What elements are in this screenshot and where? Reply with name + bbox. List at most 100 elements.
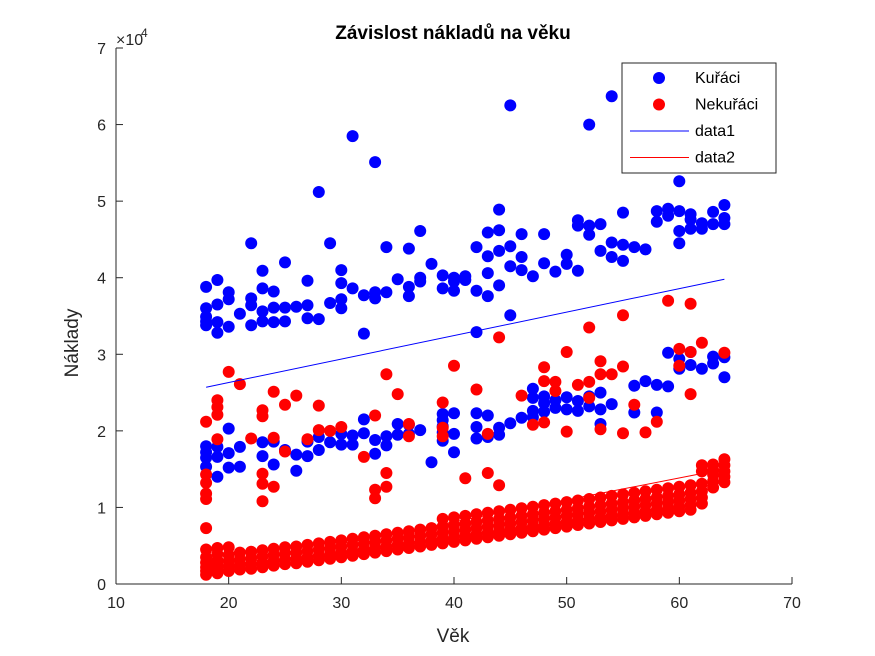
data-point (470, 326, 483, 339)
data-point (335, 277, 348, 290)
data-point (549, 401, 562, 414)
data-point (481, 531, 494, 544)
data-point (346, 429, 359, 442)
data-point (470, 421, 483, 433)
data-point (504, 99, 517, 112)
data-point (200, 568, 213, 581)
data-point (380, 430, 393, 443)
data-point (369, 292, 382, 305)
data-point (200, 415, 213, 428)
data-point (571, 519, 584, 531)
data-point (571, 404, 584, 417)
axes: 10 20 30 40 50 60 70 0 1 2 3 4 5 6 7 (97, 41, 801, 612)
y-tick-label: 3 (97, 347, 106, 364)
data-point (335, 421, 348, 433)
data-point (279, 558, 291, 571)
data-point (369, 447, 382, 460)
data-point (707, 481, 720, 494)
data-point (470, 383, 483, 396)
data-point (707, 357, 720, 370)
data-point (673, 505, 686, 518)
data-point (222, 447, 235, 460)
data-point (662, 506, 675, 519)
data-point (211, 316, 224, 329)
data-point (369, 492, 382, 505)
data-point (583, 228, 596, 241)
data-point (200, 522, 213, 535)
data-point (335, 438, 348, 451)
data-point (391, 543, 404, 556)
data-point (200, 468, 213, 481)
data-point (436, 421, 449, 434)
data-point (267, 385, 280, 398)
data-point (290, 300, 303, 313)
data-point (369, 409, 382, 422)
legend-marker-kuraci (653, 72, 665, 84)
data-point (301, 433, 314, 446)
data-point (707, 205, 720, 218)
data-point (211, 433, 224, 446)
data-point (233, 307, 246, 320)
data-point (267, 301, 280, 314)
data-point (200, 493, 213, 505)
data-point (324, 237, 337, 250)
legend-marker-nekuraci (653, 98, 665, 111)
data-point (470, 284, 483, 297)
data-point (538, 397, 551, 410)
data-point (673, 175, 686, 188)
data-point (222, 565, 235, 577)
y-tick-label: 1 (97, 500, 106, 517)
data-point (605, 368, 618, 381)
data-point (605, 398, 618, 411)
data-point (436, 282, 449, 295)
data-point (312, 554, 325, 567)
data-point (448, 446, 460, 459)
data-point (402, 280, 415, 293)
data-point (290, 557, 303, 570)
data-point (245, 562, 258, 575)
data-point (324, 436, 337, 449)
data-point (459, 472, 472, 485)
data-point (662, 294, 675, 307)
data-point (312, 399, 325, 412)
data-point (583, 375, 596, 388)
data-point (571, 264, 584, 277)
data-point (481, 427, 494, 440)
y-exponent-base: ×10 (116, 32, 143, 49)
data-point (538, 361, 551, 374)
data-point (256, 410, 269, 423)
data-point (594, 218, 607, 231)
data-point (493, 279, 506, 292)
data-point (594, 355, 607, 368)
data-point (515, 228, 528, 241)
data-point (583, 400, 596, 413)
data-point (312, 313, 325, 326)
data-point (301, 555, 314, 568)
data-point (211, 274, 224, 286)
data-point (402, 542, 415, 554)
data-point (493, 428, 506, 441)
data-point (718, 346, 731, 359)
data-point (594, 386, 607, 399)
x-tick-label: 20 (220, 595, 238, 612)
data-point (211, 298, 224, 311)
data-point (695, 465, 708, 478)
data-point (481, 226, 494, 239)
data-point (233, 440, 246, 453)
data-point (718, 218, 731, 231)
x-tick-label: 40 (445, 595, 463, 612)
y-tick-label: 4 (97, 271, 106, 288)
data-point (470, 432, 483, 445)
legend-label-kuraci: Kuřáci (695, 70, 740, 87)
data-point (617, 206, 629, 219)
data-point (380, 467, 393, 479)
data-point (402, 430, 415, 443)
data-point (695, 497, 708, 510)
data-point (222, 365, 235, 378)
data-point (605, 90, 618, 103)
data-point (526, 382, 539, 395)
data-point (481, 250, 494, 263)
data-point (493, 224, 506, 237)
x-tick-label: 60 (670, 595, 688, 612)
data-point (504, 417, 517, 430)
